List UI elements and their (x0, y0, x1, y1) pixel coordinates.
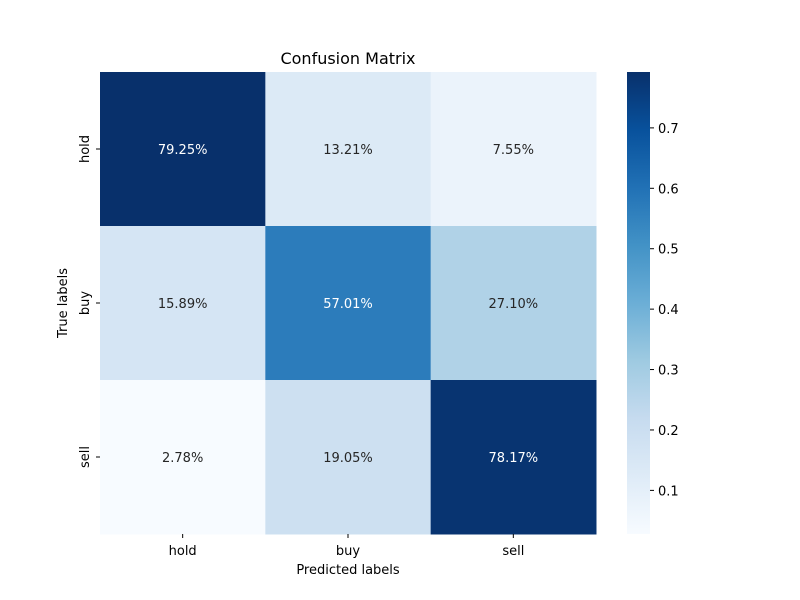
heatmap-cell-labels: 79.25% 13.21% 7.55% 15.89% 57.01% 27.10% 2.78%… (158, 143, 538, 466)
cell-value-label: 7.55% (493, 143, 534, 158)
heatmap-cell (100, 380, 266, 535)
heatmap-cell (265, 226, 432, 381)
colorbar-tick-label: 0.5 (658, 243, 679, 258)
colorbar-tick-label: 0.4 (658, 303, 679, 318)
x-tick-label: hold (169, 544, 197, 559)
heatmap-cell (430, 226, 597, 381)
colorbar-tick-label: 0.7 (658, 122, 679, 137)
x-tick-label: sell (502, 544, 524, 559)
y-tick-label: sell (78, 446, 93, 468)
x-axis-ticks: hold buy sell (169, 534, 524, 559)
chart-title: Confusion Matrix (280, 49, 415, 68)
y-tick-label: hold (78, 135, 93, 163)
y-axis-ticks: hold buy sell (78, 135, 100, 468)
colorbar-tick-label: 0.3 (658, 364, 679, 379)
heatmap-cell (430, 380, 597, 535)
cell-value-label: 79.25% (158, 143, 208, 158)
x-axis-label: Predicted labels (296, 563, 400, 578)
colorbar-ticks: 0.1 0.2 0.3 0.4 0.5 0.6 0.7 (650, 122, 679, 499)
x-tick-label: buy (336, 544, 360, 559)
cell-value-label: 13.21% (323, 143, 373, 158)
cell-value-label: 78.17% (489, 451, 539, 466)
colorbar (627, 72, 650, 534)
heatmap-cell (430, 72, 597, 227)
heatmap-cell (100, 72, 266, 227)
colorbar-tick-label: 0.1 (658, 484, 679, 499)
cell-value-label: 2.78% (162, 451, 203, 466)
y-axis-label: True labels (56, 268, 71, 339)
heatmap-cell (265, 72, 432, 227)
cell-value-label: 57.01% (323, 297, 373, 312)
heatmap-cell (265, 380, 432, 535)
heatmap-cell (100, 226, 266, 381)
y-tick-label: buy (78, 291, 93, 315)
cell-value-label: 19.05% (323, 451, 373, 466)
cell-value-label: 15.89% (158, 297, 208, 312)
heatmap-cells (100, 72, 597, 535)
cell-value-label: 27.10% (489, 297, 539, 312)
colorbar-tick-label: 0.2 (658, 424, 679, 439)
colorbar-tick-label: 0.6 (658, 182, 679, 197)
